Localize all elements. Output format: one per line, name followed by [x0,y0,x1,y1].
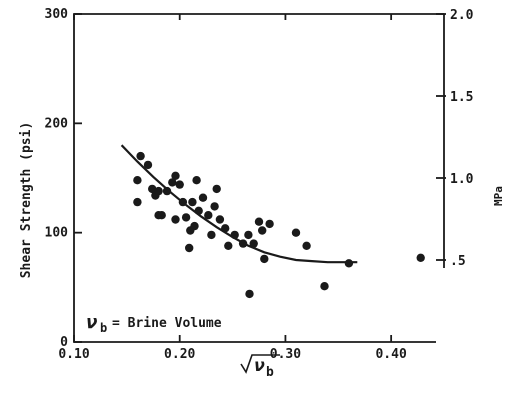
data-point [230,230,239,240]
y2-tick-label: 1.0 [450,172,474,187]
y2-tick-label: 2.0 [450,8,474,23]
data-point [302,241,311,250]
y-tick-label: 100 [45,226,69,241]
y2-tick-label: 1.5 [450,90,473,105]
annotation-brine-volume: ν b = Brine Volume [86,311,222,335]
data-point [221,224,230,233]
x-axis-title-subscript: b [266,365,274,380]
data-point [207,230,216,240]
annotation-text: = Brine Volume [112,316,222,331]
plot-border [73,13,444,343]
x-tick-label: 0.40 [375,347,406,362]
data-point [171,215,180,224]
data-point [344,259,354,268]
data-point [154,186,163,196]
annotation-symbol: ν [86,311,98,333]
data-point [254,217,264,226]
data-point [171,171,180,180]
y-axis-right: .5 1.0 1.5 2.0 [436,8,474,269]
data-point [188,197,197,207]
data-point [212,184,221,194]
y-axis-left: 0 100 200 300 [45,7,82,350]
y-tick-label: 0 [60,335,68,350]
data-point [133,197,142,207]
data-point [245,289,254,299]
data-point [265,219,274,229]
data-point [192,176,201,185]
data-point [224,241,233,250]
data-point [175,180,184,189]
data-point [238,239,248,248]
x-axis-title-symbol: ν [254,355,265,376]
data-point [260,254,269,264]
data-point [194,206,203,215]
y-axis-title: Shear Strength (psi) [19,122,34,279]
data-point [198,193,208,202]
data-point [143,160,153,170]
data-point [157,211,166,220]
data-point [185,243,194,253]
data-point [133,176,142,185]
data-points [133,151,425,299]
annotation-subscript: b [100,321,107,335]
data-point [244,230,253,240]
data-point [204,211,213,220]
x-axis-title: ν b [240,354,280,380]
data-point [210,202,219,211]
data-point [249,239,258,248]
x-axis: 0.10 0.20 0.30 0.40 [58,14,407,362]
data-point [190,221,199,231]
data-point [136,151,145,161]
x-tick-label: 0.30 [270,347,301,362]
x-tick-label: 0.10 [58,347,89,362]
y-tick-label: 300 [45,7,69,22]
data-point [215,215,225,224]
x-tick-label: 0.20 [164,347,195,362]
y2-axis-title: MPa [492,186,505,206]
data-point [168,178,177,187]
data-point [258,226,267,235]
plot-frame [73,13,445,343]
data-point [416,253,425,262]
data-point [320,282,329,291]
data-point [148,184,157,194]
data-point [162,186,172,196]
data-point [291,228,301,237]
y2-tick-label: .5 [450,254,466,269]
data-point [178,197,188,207]
data-point [181,213,191,222]
y-tick-label: 200 [45,116,69,131]
